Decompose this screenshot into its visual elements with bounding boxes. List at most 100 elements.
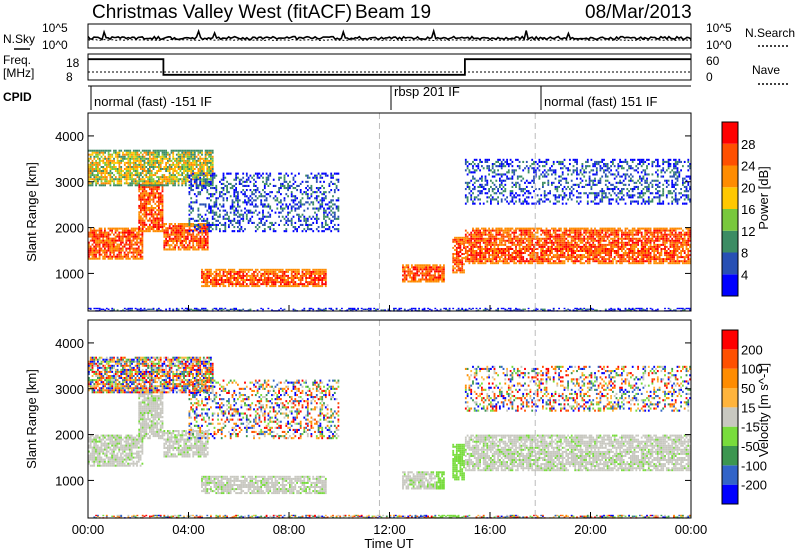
heatmap-cell xyxy=(479,239,481,242)
heatmap-cell xyxy=(215,199,218,202)
heatmap-cell xyxy=(493,239,496,242)
heatmap-cell xyxy=(518,229,521,232)
heatmap-cell xyxy=(172,153,175,156)
heatmap-cell xyxy=(287,187,289,190)
heatmap-cell xyxy=(427,272,429,275)
heatmap-cell xyxy=(202,281,205,284)
heatmap-cell xyxy=(156,166,158,168)
heatmap-cell xyxy=(606,262,609,265)
heatmap-cell xyxy=(240,217,243,220)
heatmap-cell xyxy=(185,248,187,251)
heatmap-cell xyxy=(461,265,464,268)
heatmap-cell xyxy=(332,207,334,210)
heatmap-cell xyxy=(484,229,487,232)
heatmap-cell xyxy=(211,187,214,190)
heatmap-cell xyxy=(141,237,144,240)
heatmap-cell xyxy=(292,199,295,202)
heatmap-cell xyxy=(306,226,309,229)
heatmap-cell xyxy=(314,285,316,288)
heatmap-cell xyxy=(423,278,426,281)
heatmap-cell xyxy=(136,233,138,236)
heatmap-cell xyxy=(536,229,539,232)
heatmap-cell xyxy=(141,213,144,216)
heatmap-cell xyxy=(93,174,96,177)
heatmap-cell xyxy=(143,186,146,189)
heatmap-cell xyxy=(292,285,295,288)
heatmap-cell xyxy=(287,274,289,277)
heatmap-cell xyxy=(203,227,205,230)
heatmap-cell xyxy=(551,252,553,254)
heatmap-cell xyxy=(308,270,311,273)
heatmap-cell xyxy=(463,257,465,260)
heatmap-cell xyxy=(174,246,176,249)
heatmap-cell xyxy=(439,270,442,273)
heatmap-cell xyxy=(272,223,275,226)
heatmap-cell xyxy=(224,226,227,229)
heatmap-cell xyxy=(253,285,255,288)
heatmap-cell xyxy=(163,229,166,232)
heatmap-cell xyxy=(454,253,456,255)
heatmap-cell xyxy=(190,197,193,200)
heatmap-cell xyxy=(554,260,557,263)
heatmap-cell xyxy=(113,184,115,187)
heatmap-cell xyxy=(403,268,406,271)
heatmap-cell xyxy=(224,176,227,179)
heatmap-cell xyxy=(437,270,440,273)
heatmap-cell xyxy=(314,274,316,277)
heatmap-cell xyxy=(622,245,625,248)
heatmap-cell xyxy=(416,272,419,275)
heatmap-cell xyxy=(459,271,462,274)
heatmap-cell xyxy=(132,255,135,258)
heatmap-cell xyxy=(617,254,620,257)
heatmap-cell xyxy=(579,256,582,259)
heatmap-cell xyxy=(633,254,636,257)
heatmap-cell xyxy=(147,230,149,233)
heatmap-cell xyxy=(294,203,297,206)
heatmap-cell xyxy=(473,235,476,238)
heatmap-cell xyxy=(215,203,218,206)
heatmap-cell xyxy=(231,268,234,271)
heatmap-cell xyxy=(455,240,458,243)
heatmap-cell xyxy=(265,180,268,183)
heatmap-cell xyxy=(195,187,198,190)
heatmap-cell xyxy=(599,248,602,250)
heatmap-cell xyxy=(518,239,521,242)
heatmap-cell xyxy=(628,239,630,242)
heatmap-cell xyxy=(285,274,288,277)
heatmap-cell xyxy=(199,191,202,194)
heatmap-cell xyxy=(188,163,191,166)
heatmap-cell xyxy=(472,237,474,240)
heatmap-cell xyxy=(574,237,577,240)
heatmap-cell xyxy=(215,189,218,192)
heatmap-cell xyxy=(195,248,198,251)
heatmap-cell xyxy=(161,215,164,218)
heatmap-cell xyxy=(197,207,200,210)
heatmap-cell xyxy=(122,157,124,160)
heatmap-cell xyxy=(123,172,126,175)
heatmap-cell xyxy=(542,250,544,252)
heatmap-cell xyxy=(247,209,250,212)
heatmap-cell xyxy=(283,176,286,179)
heatmap-cell xyxy=(170,239,173,242)
heatmap-cell xyxy=(192,239,195,242)
heatmap-cell xyxy=(167,184,169,187)
heatmap-cell xyxy=(475,254,478,257)
heatmap-cell xyxy=(323,230,325,233)
heatmap-cell xyxy=(192,151,194,154)
heatmap-cell xyxy=(127,163,130,166)
heatmap-cell xyxy=(152,221,155,224)
heatmap-cell xyxy=(120,172,123,175)
heatmap-cell xyxy=(592,260,595,263)
heatmap-cell xyxy=(402,264,404,267)
heatmap-cell xyxy=(581,227,584,230)
heatmap-cell xyxy=(238,205,241,208)
heatmap-cell xyxy=(143,161,146,164)
heatmap-cell xyxy=(597,235,600,238)
heatmap-cell xyxy=(193,176,196,179)
heatmap-cell xyxy=(280,279,282,281)
heatmap-cell xyxy=(321,223,324,226)
heatmap-cell xyxy=(588,231,591,234)
heatmap-cell xyxy=(95,243,97,246)
heatmap-cell xyxy=(199,161,202,164)
heatmap-cell xyxy=(581,254,584,257)
